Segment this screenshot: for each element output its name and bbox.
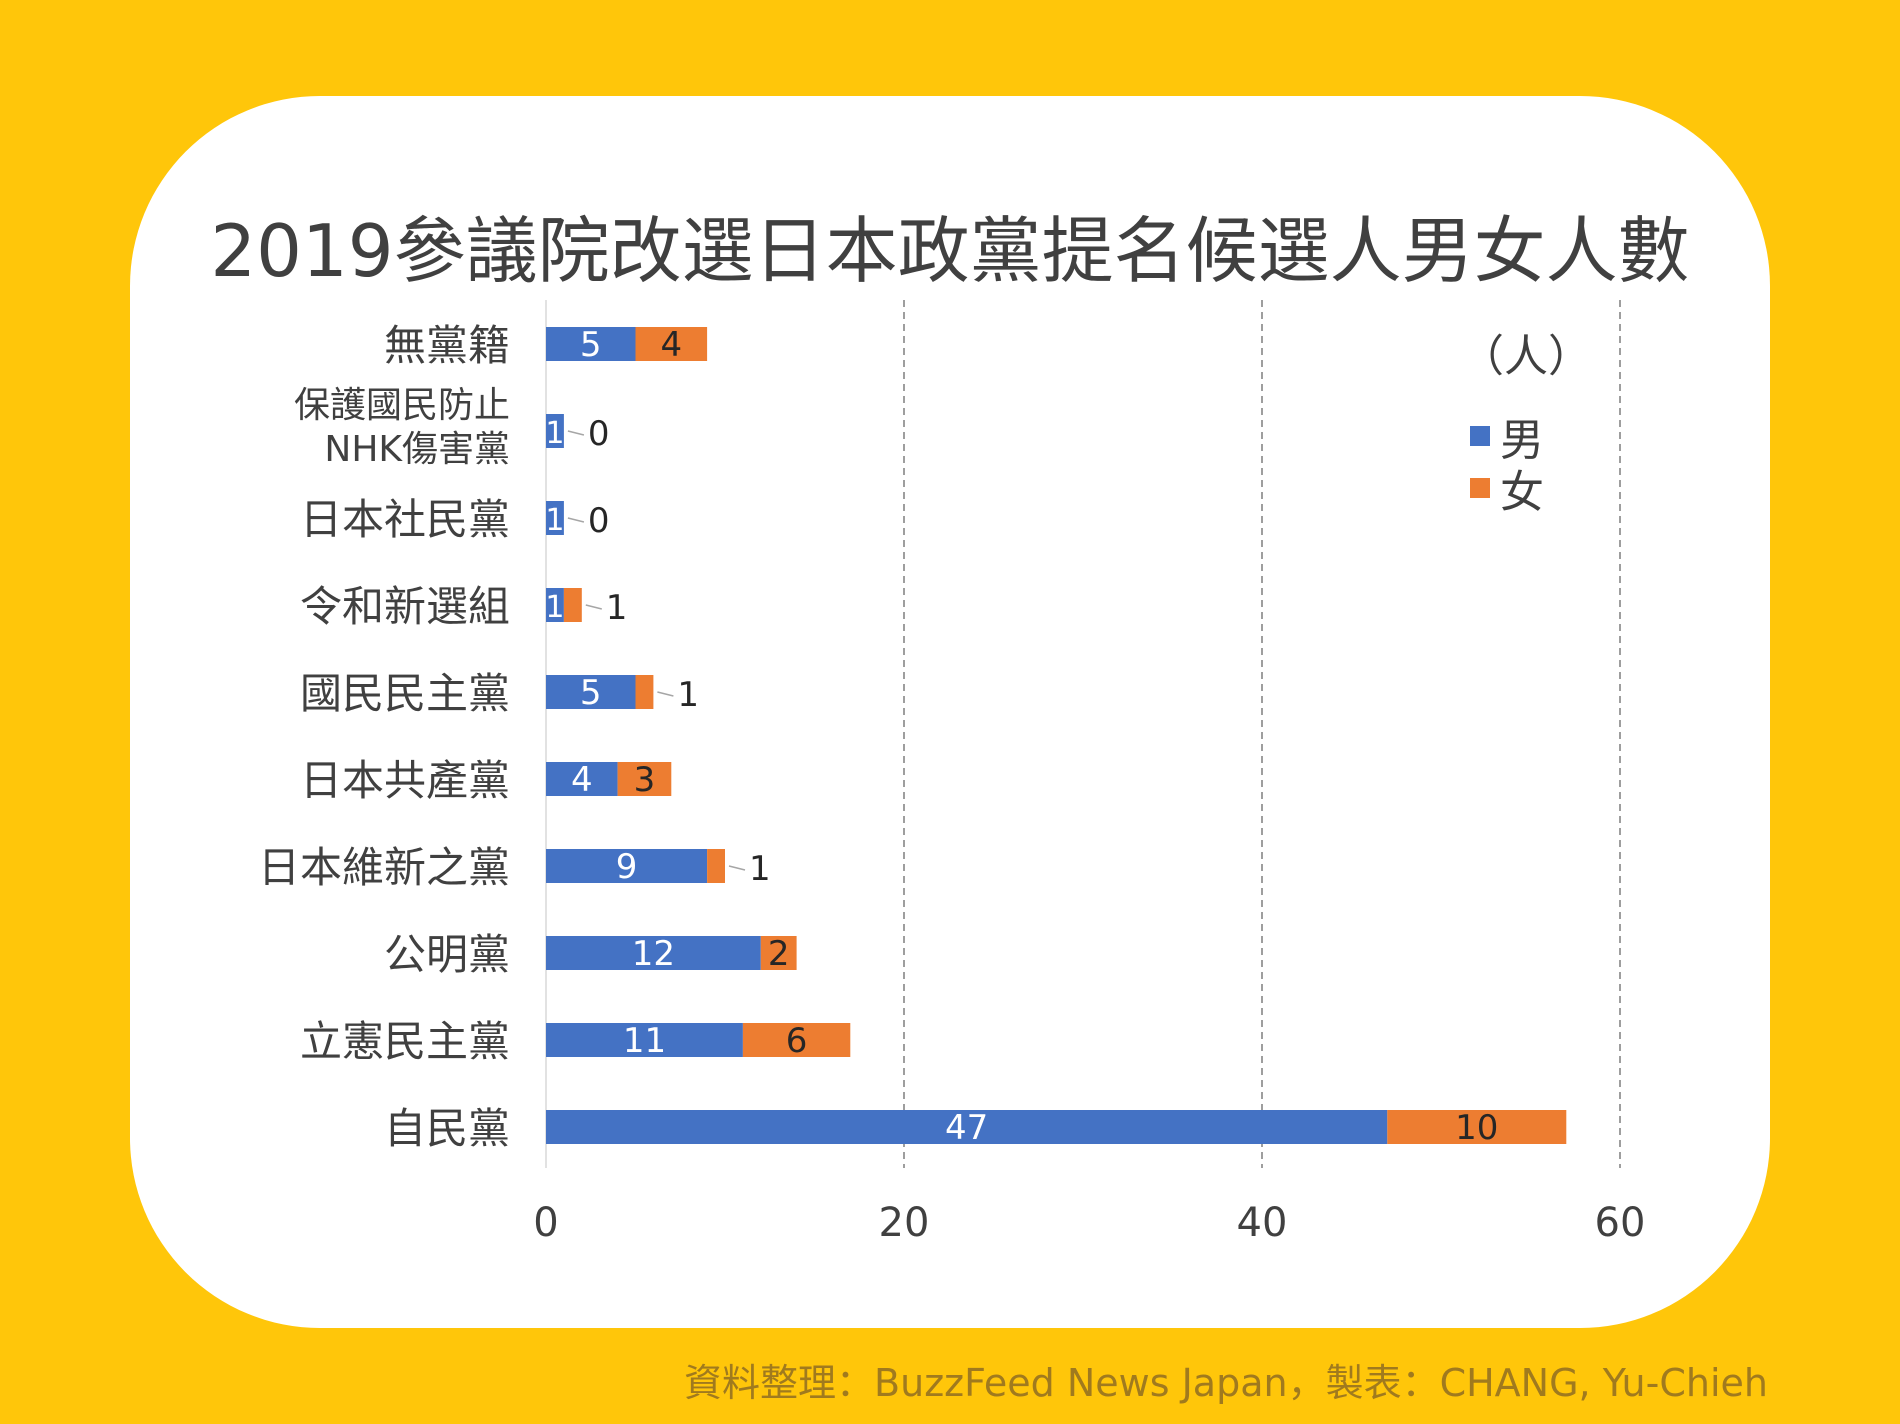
legend-swatch-female [1470,478,1490,498]
data-label-male: 1 [545,590,564,625]
legend-swatch-male [1470,426,1490,446]
bar-male [546,501,564,535]
legend-item-female: 女 [1470,462,1544,518]
data-label-female: 6 [786,1021,808,1061]
data-label-male: 5 [580,673,602,713]
x-tick-label-0: 0 [533,1200,558,1246]
leader-line [728,865,746,871]
data-label-male: 9 [616,847,638,887]
category-label: 日本社民黨 [300,495,510,544]
category-label: 令和新選組 [300,582,510,631]
chart-title: 2019參議院改選日本政黨提名候選人男女人數 [210,209,1690,293]
leader-line [567,430,585,436]
bar-female [742,1023,851,1057]
bar-male [546,327,636,361]
footer-credit: 資料整理：BuzzFeed News Japan，製表：CHANG, Yu-Ch… [684,1361,1768,1405]
legend-label-male: 男 [1500,415,1544,466]
x-tick-label-60: 60 [1595,1200,1646,1246]
data-label-male: 12 [632,934,675,974]
data-label-female: 10 [1455,1108,1498,1148]
category-label: 日本維新之黨 [258,843,510,892]
category-label: 國民民主黨 [300,669,510,718]
data-label-female: 4 [660,325,682,365]
bar-male [546,849,708,883]
category-label: 立憲民主黨 [300,1017,510,1066]
bar-female [617,762,672,796]
bar-female [635,675,654,709]
data-label-female: 1 [749,849,771,889]
legend-label-female: 女 [1500,467,1544,518]
category-label: 無黨籍 [384,321,510,370]
category-label-line: 保護國民防止 [294,385,510,426]
bar-female [760,936,797,970]
unit-label: （人） [1460,331,1592,382]
bar-male [546,414,564,448]
data-label-male: 4 [571,760,593,800]
leader-line [585,604,602,610]
data-label-female: 0 [588,501,610,541]
x-tick-label-40: 40 [1237,1200,1288,1246]
data-label-male: 1 [545,416,564,451]
bar-male [546,1023,743,1057]
data-label-male: 1 [545,503,564,538]
bar-male [546,762,618,796]
data-label-female: 1 [606,588,628,628]
data-label-female: 1 [677,675,699,715]
bar-female [1387,1110,1567,1144]
bar-female [563,588,582,622]
category-label-line: NHK傷害黨 [324,429,510,470]
legend-item-male: 男 [1470,410,1544,466]
bar-male [546,1110,1388,1144]
data-label-female: 2 [768,934,790,974]
bar-male [546,675,636,709]
data-label-male: 47 [945,1108,988,1148]
data-label-male: 11 [623,1021,666,1061]
category-label: 自民黨 [384,1104,510,1153]
bar-female [635,327,708,361]
leader-line [657,691,674,697]
data-label-male: 5 [580,325,602,365]
x-tick-label-20: 20 [879,1200,930,1246]
category-label: 日本共產黨 [300,756,510,805]
legend: 男 女 [1470,410,1544,518]
leader-line [567,517,585,523]
category-label: 公明黨 [384,930,510,979]
data-label-female: 3 [634,760,656,800]
bar-male [546,588,564,622]
data-label-female: 0 [588,414,610,454]
bar-female [707,849,725,883]
bar-male [546,936,761,970]
